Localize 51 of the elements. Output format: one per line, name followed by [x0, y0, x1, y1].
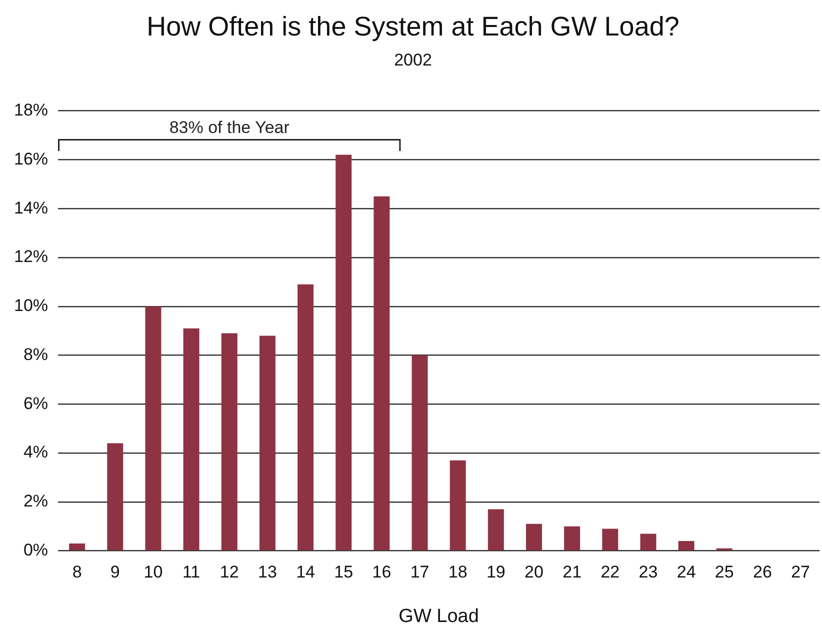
y-tick-label: 4%: [23, 442, 48, 462]
x-tick-label: 26: [753, 562, 772, 582]
bar: [412, 355, 428, 550]
bar: [488, 509, 504, 550]
x-tick-label: 18: [448, 562, 468, 582]
x-tick-label: 19: [486, 562, 506, 582]
x-tick-label: 14: [296, 562, 315, 582]
x-tick-label: 23: [638, 562, 658, 582]
bar: [221, 333, 238, 550]
x-tick-label: 12: [220, 562, 239, 582]
y-tick-label: 10%: [14, 296, 48, 316]
y-tick-label: 6%: [23, 394, 48, 413]
bar: [374, 196, 390, 550]
bar: [69, 543, 86, 550]
x-tick-label: 15: [334, 562, 354, 582]
x-tick-label: 11: [182, 562, 200, 582]
bar: [564, 526, 580, 550]
bar: [145, 306, 162, 550]
y-tick-label: 14%: [14, 198, 48, 218]
x-tick-label: 22: [600, 562, 620, 582]
y-tick-label: 8%: [23, 344, 48, 364]
chart-subtitle: 2002: [394, 50, 432, 70]
x-tick-label: 20: [524, 562, 544, 582]
y-tick-label: 2%: [23, 492, 48, 511]
bar: [259, 336, 276, 550]
chart-title: How Often is the System at Each GW Load?: [146, 12, 680, 42]
annotation: 83% of the Year: [169, 118, 290, 138]
bar: [107, 443, 124, 550]
x-tick-label: 24: [676, 562, 696, 582]
y-tick-label: 0%: [23, 540, 48, 560]
y-tick-label: 16%: [14, 149, 48, 168]
x-tick-label: 13: [258, 562, 277, 582]
x-tick-label: 10: [144, 562, 163, 582]
bar: [640, 534, 656, 550]
y-tick-label: 12%: [14, 247, 48, 266]
x-axis-title: GW Load: [398, 606, 479, 627]
x-tick-label: 21: [562, 562, 582, 582]
x-tick-label: 27: [791, 562, 810, 582]
bar: [336, 154, 352, 550]
bar: [183, 328, 200, 550]
x-tick-label: 8: [72, 562, 82, 582]
y-tick-label: 18%: [14, 100, 48, 120]
x-tick-label: 9: [110, 562, 120, 582]
bar: [678, 541, 694, 550]
bar: [450, 460, 466, 550]
x-tick-label: 17: [410, 562, 430, 582]
bar: [526, 524, 542, 550]
x-tick-label: 25: [714, 562, 734, 582]
x-tick-label: 16: [372, 562, 392, 582]
bar: [602, 528, 618, 550]
bar: [298, 284, 314, 550]
